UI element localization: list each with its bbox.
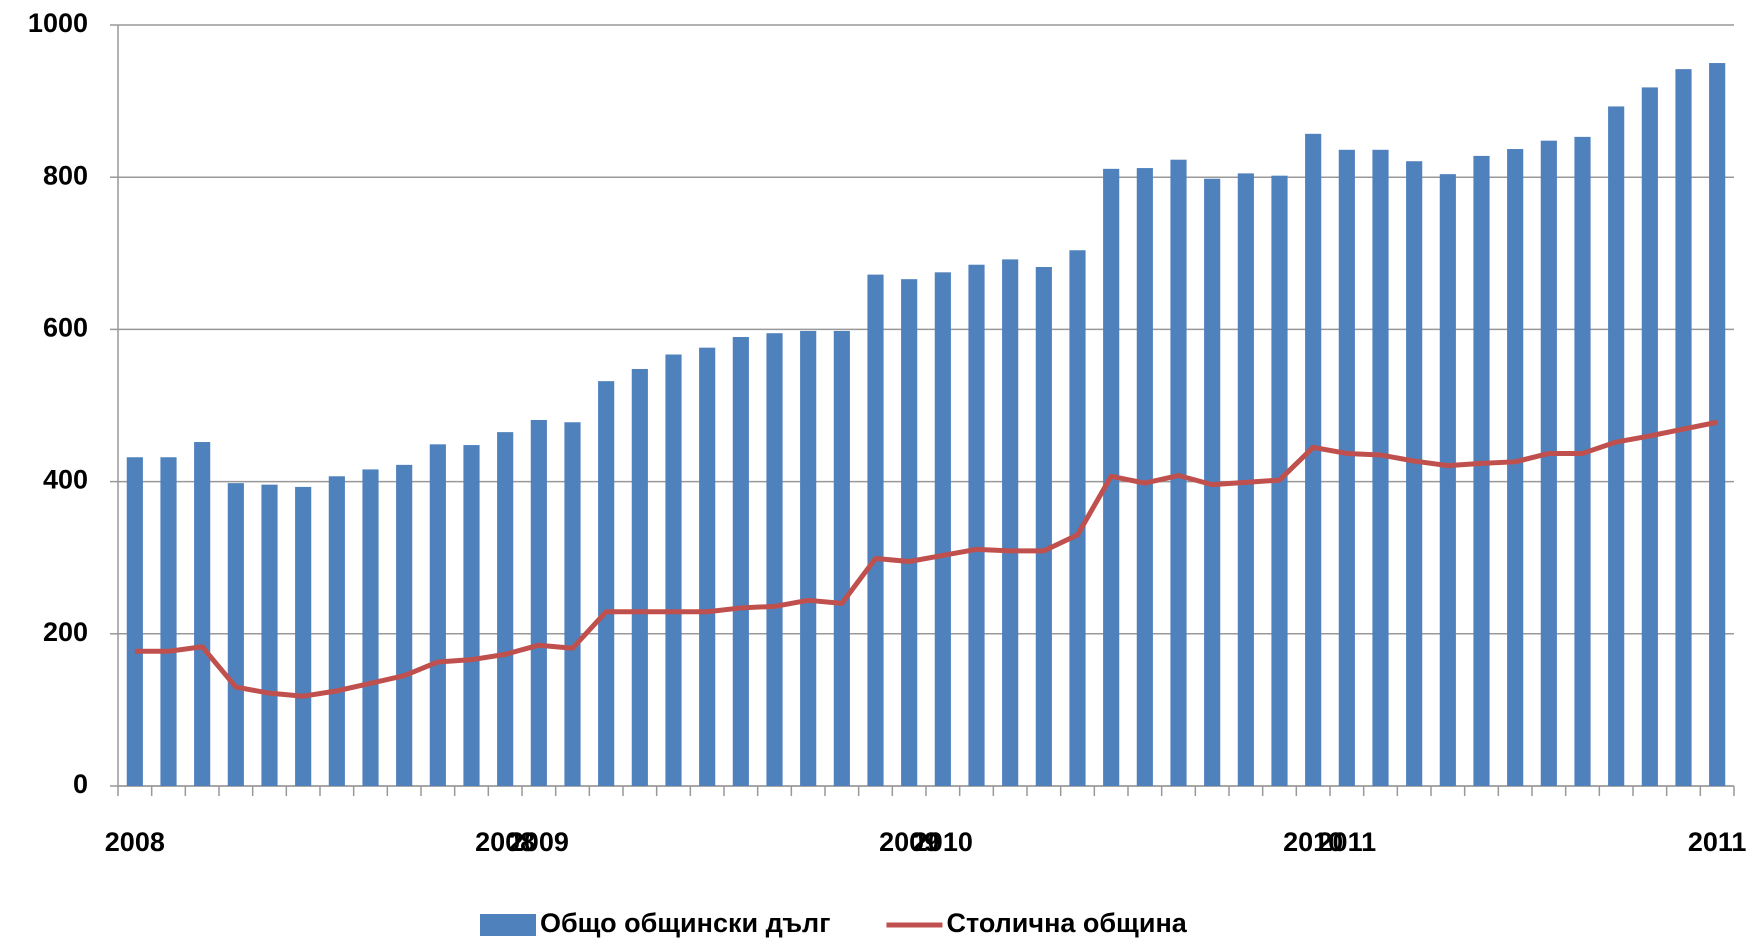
x-tick-label: 2008	[105, 827, 165, 857]
bar	[665, 354, 682, 786]
bar	[1035, 266, 1052, 786]
bar	[598, 381, 615, 786]
bar	[968, 264, 985, 787]
bar	[126, 457, 143, 786]
bar	[1170, 159, 1187, 786]
y-tick-label: 0	[73, 769, 88, 799]
x-tick-label: 2010	[913, 827, 973, 857]
x-tick-label: 2011	[1688, 827, 1747, 857]
legend-swatch	[480, 914, 536, 936]
bar	[934, 272, 951, 786]
bar	[1069, 250, 1086, 787]
bar	[800, 330, 817, 786]
bar	[867, 274, 884, 786]
bar	[295, 486, 312, 786]
legend-label: Общо общински дълг	[540, 908, 830, 938]
legend-label: Столична община	[946, 908, 1187, 938]
bar	[1305, 133, 1322, 786]
bar	[901, 279, 918, 786]
x-tick-label: 2008	[475, 827, 535, 857]
x-tick-label: 2011	[1318, 827, 1377, 857]
bar	[396, 464, 413, 786]
x-tick-label: 2010	[1283, 827, 1343, 857]
y-tick-label: 1000	[28, 8, 88, 38]
bar	[732, 337, 749, 786]
bar	[429, 444, 446, 786]
x-tick-label: 2009	[879, 827, 939, 857]
y-tick-label: 600	[43, 313, 88, 343]
bar	[194, 442, 211, 786]
y-tick-label: 800	[43, 160, 88, 190]
bar	[1406, 161, 1423, 786]
bar	[1237, 173, 1254, 786]
line	[134, 419, 1718, 699]
bar	[1574, 136, 1591, 786]
bar	[362, 469, 379, 786]
bar	[1002, 259, 1019, 786]
bar	[1608, 106, 1625, 786]
x-tick-label: 2009	[509, 827, 569, 857]
y-tick-label: 400	[43, 465, 88, 495]
bar	[1372, 149, 1389, 786]
bar	[1136, 168, 1153, 786]
y-tick-label: 200	[43, 617, 88, 647]
bar	[328, 476, 345, 786]
bar	[227, 483, 244, 786]
bar	[766, 333, 783, 786]
bar	[1540, 140, 1557, 786]
bar	[497, 432, 514, 786]
bar	[160, 457, 177, 786]
bar	[631, 368, 648, 786]
bar	[1338, 149, 1355, 786]
bar	[564, 422, 581, 786]
bar	[833, 330, 850, 786]
bar	[1473, 155, 1490, 787]
bar	[1439, 174, 1456, 786]
bar	[261, 484, 278, 786]
bar	[699, 347, 716, 786]
bar	[1507, 149, 1524, 787]
bar	[463, 445, 480, 786]
bar	[530, 419, 547, 786]
